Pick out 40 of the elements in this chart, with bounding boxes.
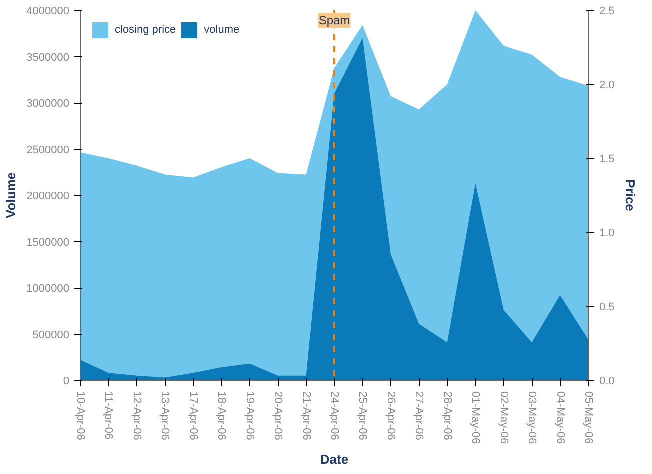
y-tick-label: 0 (63, 376, 70, 388)
x-tick-label: 19-Apr-06 (244, 392, 256, 440)
x-tick-label: 25-Apr-06 (356, 392, 369, 440)
y-tick-label: 3000000 (26, 98, 70, 110)
y-tick-label: 2000000 (26, 190, 70, 202)
legend-label: closing price (115, 24, 176, 36)
x-tick-label: 17-Apr-06 (187, 392, 200, 440)
x-tick-label: 21-Apr-06 (300, 392, 312, 440)
y-tick-label: 3500000 (26, 52, 70, 64)
x-tick-label: 11-Apr-06 (102, 392, 115, 440)
y-tick-label: 2500000 (26, 144, 70, 156)
y-tick-label: 500000 (32, 329, 70, 342)
legend-label: volume (204, 24, 240, 36)
x-tick-label: 02-May-06 (498, 392, 510, 444)
y2-tick-label: 1.0 (600, 228, 615, 240)
x-tick-label: 05-May-06 (582, 392, 594, 444)
y-tick-label: 4000000 (26, 6, 70, 18)
x-tick-label: 13-Apr-06 (159, 392, 172, 440)
x-tick-label: 18-Apr-06 (216, 392, 228, 440)
x-tick-label: 12-Apr-06 (130, 392, 143, 440)
y2-tick-label: 1.5 (600, 154, 615, 166)
x-tick-label: 10-Apr-06 (74, 392, 86, 440)
y-tick-label: 1500000 (26, 236, 70, 249)
ref-line-label: Spam (318, 14, 350, 28)
y2-tick-label: 2.0 (600, 80, 615, 92)
y-axis-title: Volume (4, 172, 19, 218)
x-tick-label: 03-May-06 (526, 392, 538, 444)
y-tick-label: 1000000 (26, 283, 70, 295)
x-tick-label: 28-Apr-06 (441, 392, 454, 440)
y2-tick-label: 0.0 (600, 376, 615, 388)
y2-tick-label: 0.5 (600, 302, 615, 314)
x-tick-label: 26-Apr-06 (384, 392, 397, 440)
y2-tick-label: 2.5 (600, 6, 615, 18)
x-tick-label: 01-May-06 (470, 392, 482, 444)
x-tick-label: 04-May-06 (554, 392, 566, 444)
x-tick-label: 27-Apr-06 (413, 392, 426, 440)
y2-axis-title: Price (622, 180, 638, 212)
x-axis-title: Date (320, 452, 349, 468)
x-tick-label: 20-Apr-06 (272, 392, 284, 440)
x-tick-label: 24-Apr-06 (328, 392, 340, 440)
